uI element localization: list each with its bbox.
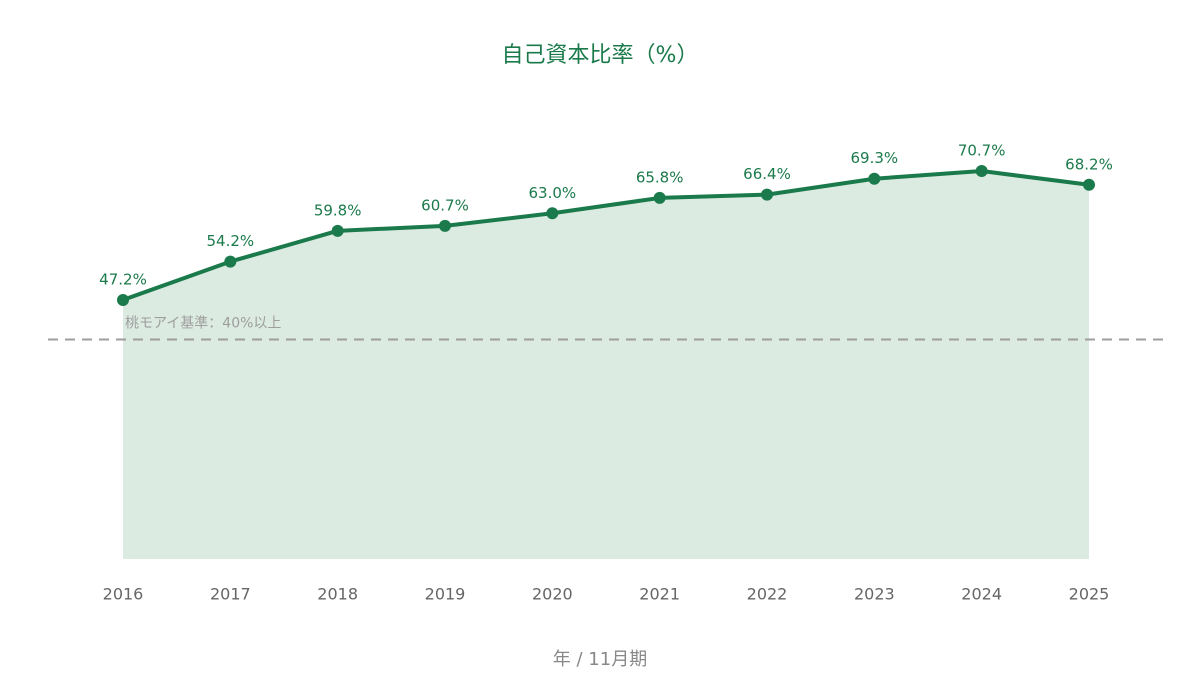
x-tick-label: 2016 — [103, 585, 144, 604]
point — [439, 219, 451, 232]
area-fill — [123, 171, 1089, 559]
point — [653, 191, 666, 204]
x-tick-label: 2018 — [317, 585, 358, 604]
data-label: 66.4% — [743, 165, 791, 183]
point — [224, 255, 237, 268]
data-label: 63.0% — [529, 184, 577, 202]
chart-title: 自己資本比率（%） — [502, 43, 699, 68]
line — [122, 169, 1090, 302]
x-tick-label: 2017 — [210, 585, 251, 604]
x-tick-label: 2019 — [425, 585, 466, 604]
data-label: 65.8% — [636, 168, 684, 186]
point — [868, 172, 881, 185]
point — [1083, 178, 1095, 191]
data-label: 59.8% — [314, 201, 362, 219]
point — [975, 165, 988, 178]
x-tick-label: 2023 — [854, 585, 895, 604]
point — [546, 207, 559, 220]
x-axis-label: 年 / 11月期 — [553, 649, 647, 670]
data-label: 60.7% — [421, 196, 469, 214]
data-label: 68.2% — [1065, 155, 1113, 173]
point — [331, 224, 344, 237]
data-label: 70.7% — [958, 142, 1006, 160]
x-tick-label: 2024 — [961, 585, 1002, 604]
data-label: 47.2% — [99, 270, 147, 288]
x-tick-label: 2020 — [532, 585, 573, 604]
data-label: 69.3% — [851, 149, 899, 167]
data-label: 54.2% — [207, 232, 255, 250]
reference-label: 桃モアイ基準：40%以上 — [125, 315, 281, 332]
x-tick-label: 2025 — [1069, 585, 1110, 604]
x-tick-label: 2022 — [747, 585, 788, 604]
x-tick-label: 2021 — [639, 585, 680, 604]
point — [117, 293, 129, 306]
point — [761, 188, 773, 201]
